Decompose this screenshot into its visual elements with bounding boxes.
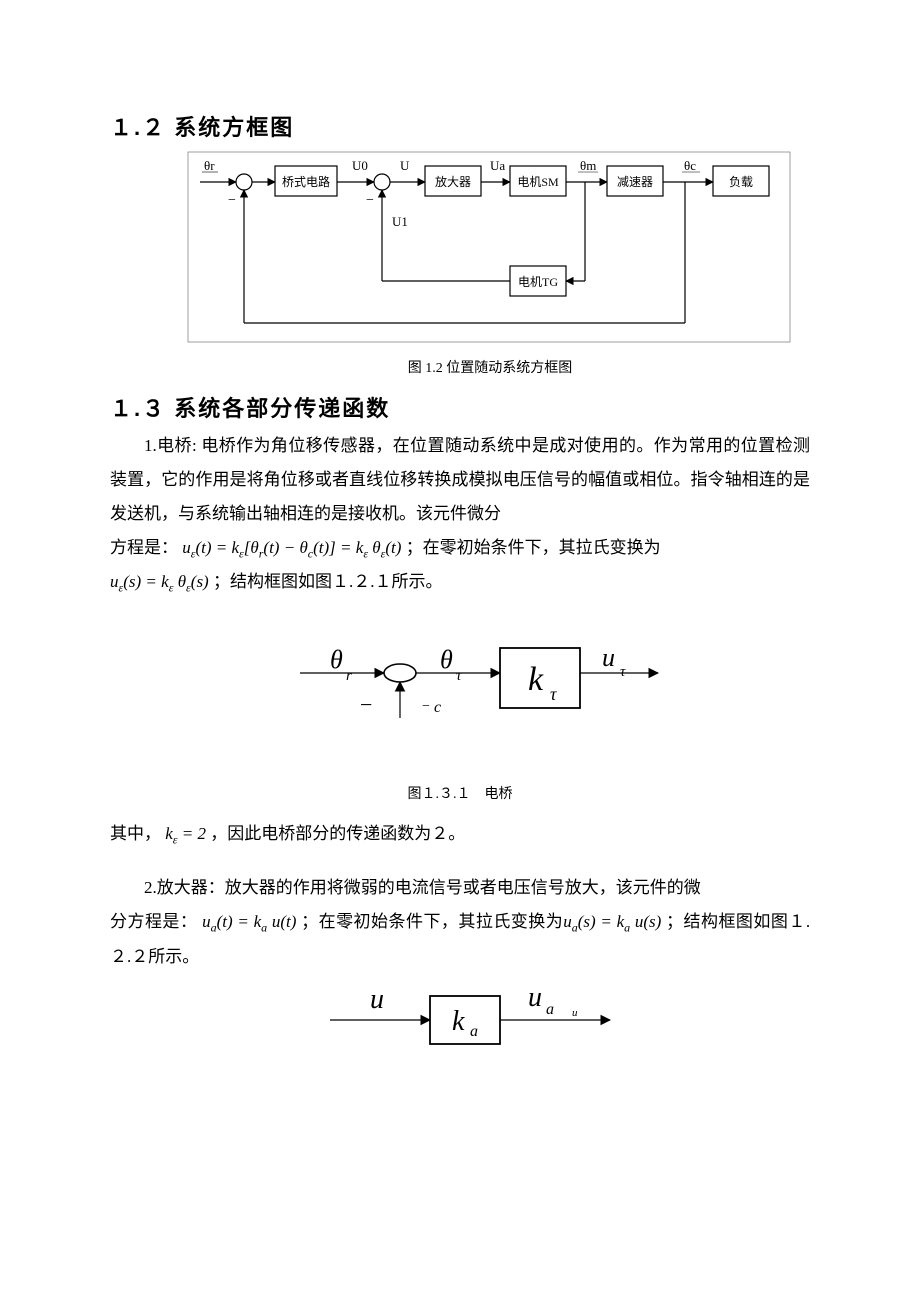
section-1-2-heading: １.２ 系统方框图 — [110, 110, 810, 142]
figure-1-3-1-caption: 图１.３.１ 电桥 — [110, 783, 810, 803]
para-amp-mid: ；在零初始条件下，其拉氏变换为 — [301, 912, 563, 931]
block-tg-label: 电机TG — [518, 275, 558, 289]
block-k-tau: k — [528, 661, 544, 698]
sig-u: U — [400, 158, 410, 173]
para-k-eps-b: ，因此电桥部分的传递函数为２。 — [210, 824, 465, 843]
label-theta-r: θ — [330, 645, 343, 674]
block-diagram-1-2: 桥式电路 放大器 电机SM 减速器 负载 电机TG — [180, 148, 800, 348]
figure-1-2-caption: 图 1.2 位置随动系统方框图 — [170, 357, 810, 377]
sig-theta-r: θr — [204, 158, 215, 173]
block-k-tau-sub: τ — [550, 684, 557, 704]
para-bridge-eq-prefix: 方程是： — [110, 538, 178, 557]
para-bridge-laplace: uε(s) = kε θε(s) ；结构框图如图１.２.１所示。 — [110, 565, 810, 599]
bridge-block-diagram: θ r − − c θ τ k τ u τ — [250, 628, 670, 748]
sig-theta-c: θc — [684, 158, 696, 173]
amp-block-diagram: u k a u a u — [270, 974, 650, 1064]
label-theta-tau-sub: τ — [456, 668, 462, 684]
block-bridge-label: 桥式电路 — [282, 174, 330, 189]
sig-ua: Ua — [490, 158, 505, 173]
sig-u1: U1 — [392, 214, 408, 229]
eq-k-eps-2: kε = 2 — [165, 824, 206, 843]
para-bridge-mid: ；在零初始条件下，其拉氏变换为 — [406, 538, 661, 557]
block-ka-sub: a — [470, 1023, 478, 1040]
section-1-3-heading: １.３ 系统各部分传递函数 — [110, 391, 810, 423]
para-amp-prefix: 分方程是： — [110, 912, 197, 931]
label-theta-tau: θ — [440, 645, 453, 674]
minus-label: − — [360, 692, 372, 717]
para-amp-1: 2.放大器：放大器的作用将微弱的电流信号或者电压信号放大，该元件的微 — [110, 871, 810, 905]
label-sub-neg: − — [422, 699, 430, 714]
block-reducer-label: 减速器 — [617, 175, 653, 189]
label-sub-c: c — [434, 699, 441, 716]
block-load-label: 负载 — [729, 175, 753, 189]
eq-u-eps-s: uε(s) = kε θε(s) — [110, 572, 209, 591]
label-ua-out-sub: a — [546, 1001, 554, 1018]
label-ua-out-small: u — [572, 1007, 578, 1019]
block-amp-label: 放大器 — [435, 174, 471, 189]
sig-u0: U0 — [352, 158, 368, 173]
para-bridge-end: ；结构框图如图１.２.１所示。 — [213, 572, 443, 591]
para-k-eps-a: 其中， — [110, 824, 161, 843]
label-u-tau-sub: τ — [620, 664, 626, 680]
minus-sign-1: − — [228, 193, 236, 208]
minus-sign-2: − — [366, 193, 374, 208]
sig-theta-m: θm — [580, 158, 596, 173]
eq-u-eps-t: uε(t) = kε[θr(t) − θc(t)] = kε θε(t) — [182, 538, 401, 557]
para-k-eps: 其中， kε = 2 ，因此电桥部分的传递函数为２。 — [110, 817, 810, 851]
eq-ua-t: ua(t) = ka u(t) — [202, 912, 296, 931]
figure-1-3-1: θ r − − c θ τ k τ u τ — [110, 628, 810, 753]
figure-1-2: 桥式电路 放大器 电机SM 减速器 负载 电机TG — [170, 148, 810, 377]
figure-amp: u k a u a u — [110, 974, 810, 1069]
para-amp-eqline: 分方程是： ua(t) = ka u(t) ；在零初始条件下，其拉氏变换为ua(… — [110, 905, 810, 973]
label-u-in: u — [370, 984, 384, 1015]
eq-ua-s: ua(s) = ka u(s) — [563, 912, 661, 931]
para-bridge-eqline: 方程是： uε(t) = kε[θr(t) − θc(t)] = kε θε(t… — [110, 531, 810, 565]
label-u-tau: u — [602, 643, 615, 672]
para-bridge-1: 1.电桥: 电桥作为角位移传感器，在位置随动系统中是成对使用的。作为常用的位置检… — [110, 429, 810, 531]
label-ua-out: u — [528, 982, 542, 1013]
block-sm-label: 电机SM — [517, 175, 559, 189]
block-ka: k — [452, 1006, 465, 1037]
label-theta-r-sub: r — [346, 668, 352, 684]
